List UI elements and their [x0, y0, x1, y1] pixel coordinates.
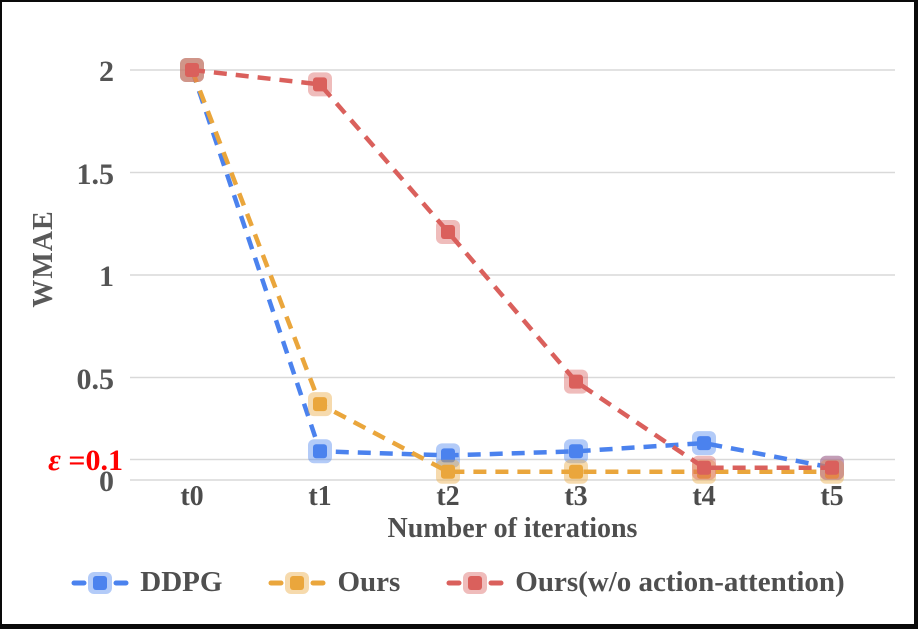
epsilon-symbol: ε [48, 441, 61, 477]
x-tick-label: t0 [180, 481, 204, 512]
legend-marker-icon [71, 571, 129, 594]
x-tick-label: t3 [564, 481, 588, 512]
y-axis-title: WMAE [28, 210, 59, 308]
marker [697, 436, 711, 451]
marker [441, 464, 455, 479]
marker [185, 63, 199, 77]
series-line-ddpg [189, 69, 833, 470]
epsilon-value: =0.1 [60, 443, 123, 477]
marker [313, 397, 327, 412]
marker [569, 444, 583, 459]
marker [569, 374, 583, 389]
legend-item-ours: Ours [268, 568, 400, 597]
series-line-ours-w-o-action-attention- [191, 67, 832, 470]
x-tick-label: t5 [820, 481, 844, 512]
y-tick-label: 1.5 [76, 157, 115, 191]
marker [313, 444, 327, 459]
y-tick-label: 2 [99, 55, 114, 88]
series-line-ours [189, 69, 832, 475]
legend-label: Ours [337, 566, 401, 598]
marker [313, 77, 327, 92]
legend-item-ours-w-o-action-attention-: Ours(w/o action-attention) [446, 566, 845, 598]
legend-marker-icon [268, 571, 326, 594]
marker [697, 460, 711, 475]
x-tick-label: t1 [308, 481, 332, 512]
marker [569, 464, 583, 479]
marker [441, 448, 455, 463]
x-tick-label: t4 [692, 481, 716, 512]
x-tick-label: t2 [436, 481, 460, 512]
y-tick-label: 0 [99, 465, 114, 498]
y-tick-label: 1 [99, 260, 114, 293]
legend-label: DDPG [140, 566, 223, 598]
legend-marker-icon [446, 571, 504, 594]
legend-item-ddpg: DDPG [71, 568, 222, 597]
epsilon-annotation: ε =0.1 [2, 444, 123, 476]
marker [825, 460, 839, 475]
legend: DDPG Ours Ours(w/o action-attention) [2, 568, 914, 597]
legend-label: Ours(w/o action-attention) [515, 566, 845, 598]
x-axis-title: Number of iterations [387, 513, 638, 544]
line-chart-canvas [130, 58, 895, 484]
y-tick-label: 0.5 [76, 362, 115, 396]
marker [441, 224, 455, 239]
